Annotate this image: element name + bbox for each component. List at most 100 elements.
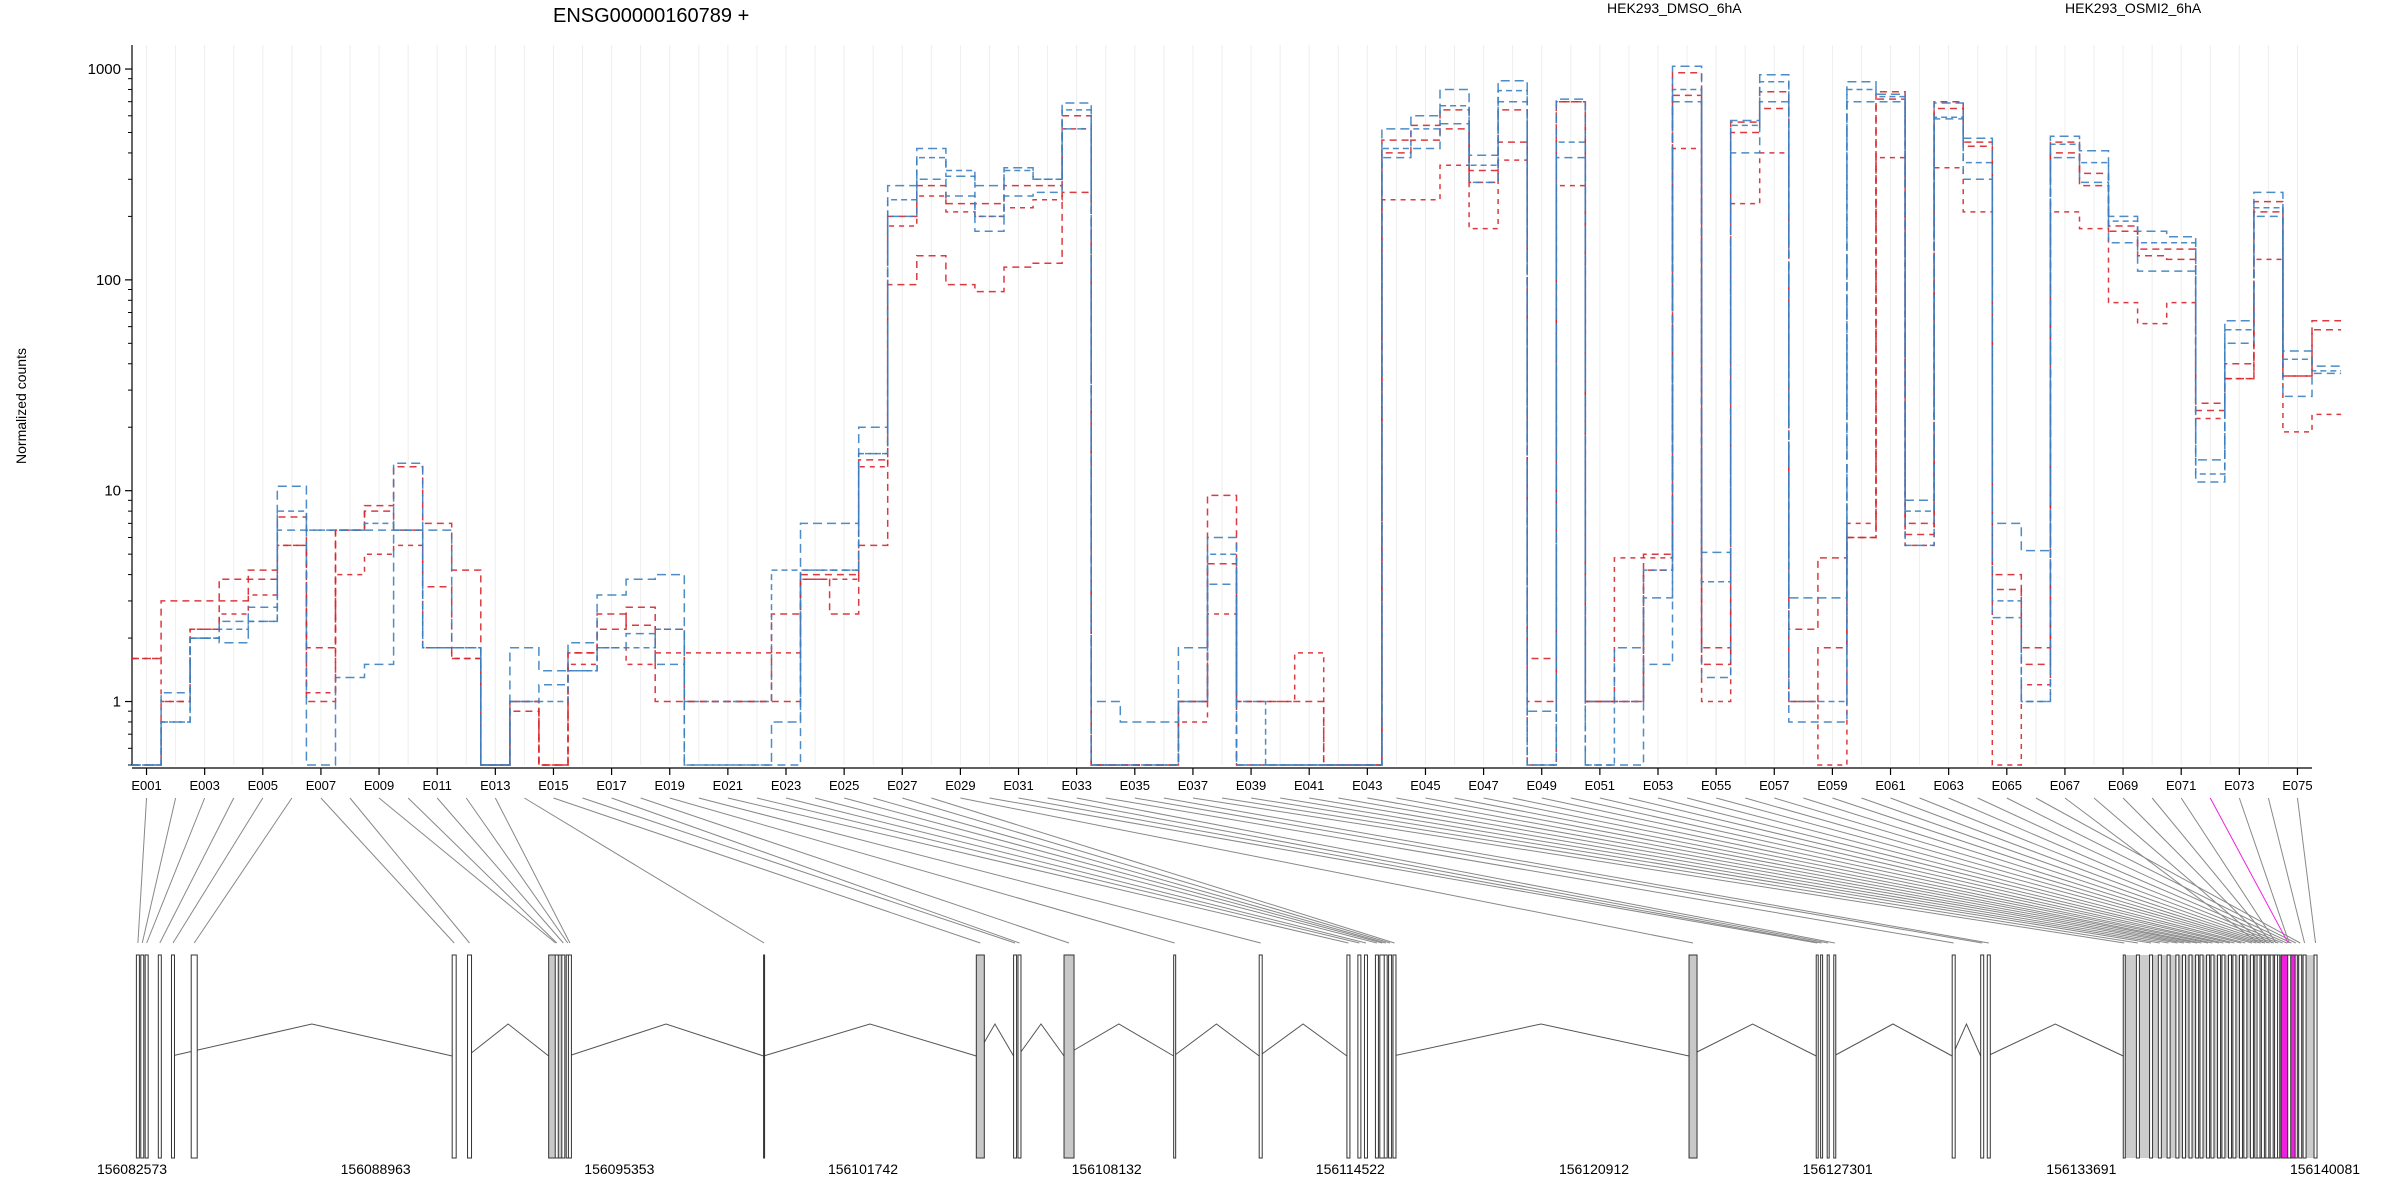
exon-block — [170, 954, 175, 1159]
intron-connector — [763, 1023, 977, 1057]
exon-link-line — [727, 797, 1349, 944]
exon-block — [2274, 954, 2279, 1159]
exon-link-line — [141, 797, 177, 944]
exon-block — [2166, 954, 2171, 1159]
exon-block — [1951, 954, 1956, 1159]
x-tick-label: E037 — [1178, 778, 1208, 793]
exon-block — [2157, 954, 2162, 1159]
exon-block — [135, 954, 140, 1159]
exon-link-line — [2093, 797, 2264, 944]
x-tick-label: E023 — [771, 778, 801, 793]
exon-link-line — [989, 797, 1818, 944]
exon-block — [1688, 954, 1698, 1159]
genomic-coordinate-label: 156108132 — [1072, 1161, 1142, 1177]
x-tick-label: E035 — [1120, 778, 1150, 793]
exon-link-line — [844, 797, 1383, 944]
exon-block — [2210, 954, 2215, 1159]
genomic-coordinate-label: 156120912 — [1559, 1161, 1629, 1177]
x-tick-label: E005 — [248, 778, 278, 793]
exon-block — [1820, 954, 1824, 1159]
exon-block — [1986, 954, 1991, 1159]
exon-link-line — [640, 797, 1070, 944]
exon-link-line — [1309, 797, 2169, 944]
exon-block — [144, 954, 149, 1159]
exon-link-line — [1570, 797, 2224, 944]
exon-block — [140, 954, 145, 1159]
exon-block — [561, 954, 566, 1159]
exon-link-line — [172, 797, 264, 944]
exon-link-line — [931, 797, 1395, 944]
x-tick-label: E071 — [2166, 778, 2196, 793]
exon-link-line — [378, 797, 556, 944]
x-tick-label: E009 — [364, 778, 394, 793]
exon-block — [2195, 954, 2200, 1159]
intron-connector — [1017, 1023, 1065, 1057]
exon-link-line — [524, 797, 765, 944]
exon-block — [1826, 954, 1830, 1159]
x-tick-label: E069 — [2108, 778, 2138, 793]
exon-block — [1363, 954, 1368, 1159]
x-tick-label: E073 — [2224, 778, 2254, 793]
exon-block — [1815, 954, 1819, 1159]
exon-link-line — [873, 797, 1386, 944]
genomic-coordinate-label: 156127301 — [1803, 1161, 1873, 1177]
x-tick-label: E025 — [829, 778, 859, 793]
x-tick-label: E003 — [189, 778, 219, 793]
legend-entry-dmso: HEK293_DMSO_6hA — [1607, 0, 1742, 16]
exon-link-line — [2122, 797, 2268, 944]
x-tick-label: E075 — [2282, 778, 2312, 793]
exon-block — [2265, 954, 2270, 1159]
exon-link-line — [669, 797, 1175, 944]
exon-link-line — [1948, 797, 2288, 944]
exon-block — [2238, 954, 2243, 1159]
intron-connector — [568, 1023, 764, 1057]
exon-link-line — [1628, 797, 2235, 944]
exon-link-line — [137, 797, 148, 944]
exon-link-line — [1541, 797, 2220, 944]
exon-link-line — [582, 797, 1016, 944]
x-tick-label: E053 — [1643, 778, 1673, 793]
exon-link-line — [2035, 797, 2301, 944]
x-tick-label: E039 — [1236, 778, 1266, 793]
exon-block — [2175, 954, 2180, 1159]
exon-link-line — [1890, 797, 2279, 944]
exon-link-line — [159, 797, 235, 944]
genomic-coordinate-label: 156114522 — [1316, 1161, 1385, 1177]
exon-block — [2298, 954, 2303, 1159]
exon-link-line — [814, 797, 1378, 944]
exon-link-line — [1919, 797, 2283, 944]
chart-title: ENSG00000160789 + — [553, 5, 749, 27]
x-tick-label: E045 — [1410, 778, 1440, 793]
exon-block — [567, 954, 572, 1159]
exon-block — [1383, 954, 1388, 1159]
exon-block — [467, 954, 473, 1159]
exon-link-line — [2006, 797, 2297, 944]
x-tick-label: E055 — [1701, 778, 1731, 793]
exon-link-line — [1105, 797, 1954, 944]
exon-link-line — [1686, 797, 2246, 944]
exon-block — [190, 954, 198, 1159]
x-tick-label: E063 — [1933, 778, 1963, 793]
exon-link-line — [1163, 797, 1989, 944]
exon-block — [2188, 954, 2193, 1159]
exon-link-line — [1425, 797, 2198, 944]
exon-block — [1388, 954, 1393, 1159]
intron-connector — [1951, 1022, 1982, 1057]
exon-link-line — [2267, 797, 2306, 944]
x-tick-label: E041 — [1294, 778, 1324, 793]
exon-block — [2221, 954, 2226, 1159]
exon-link-line — [1338, 797, 2178, 944]
x-tick-label: E057 — [1759, 778, 1789, 793]
x-tick-label: E059 — [1817, 778, 1847, 793]
exon-block — [554, 954, 559, 1159]
x-tick-label: E033 — [1061, 778, 1091, 793]
genomic-coordinate-label: 156088963 — [341, 1161, 411, 1177]
exon-block — [2122, 954, 2126, 1159]
exon-link-line — [1483, 797, 2209, 944]
exon-link-line — [1367, 797, 2185, 944]
genomic-coordinate-label: 156082573 — [97, 1161, 167, 1177]
intron-connector — [1392, 1023, 1690, 1057]
exon-block — [2232, 954, 2237, 1159]
exon-link-line — [756, 797, 1360, 944]
